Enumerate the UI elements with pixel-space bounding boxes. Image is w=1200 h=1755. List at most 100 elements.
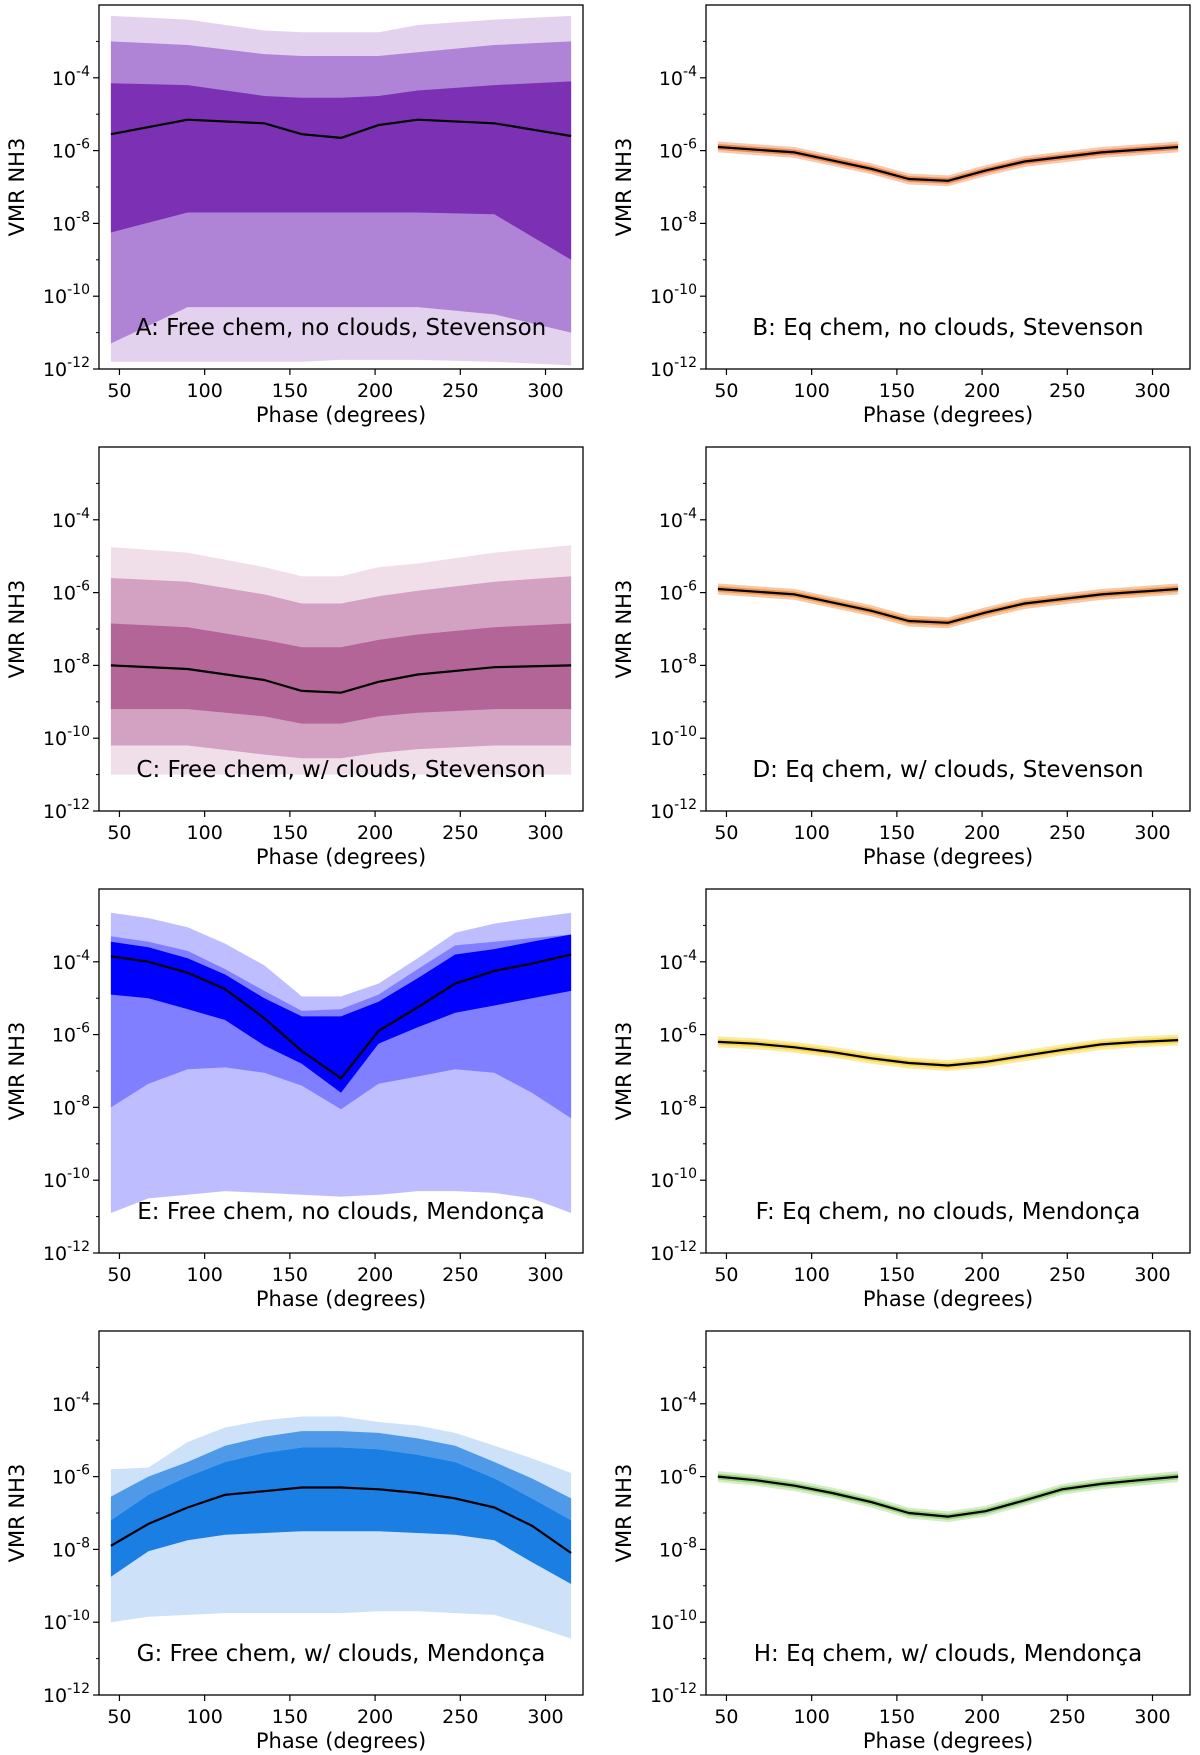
x-tick-label: 300	[1134, 822, 1170, 844]
y-axis-label: VMR NH3	[612, 1022, 636, 1121]
y-tick-label: 10-6	[52, 1463, 90, 1489]
panel-label: G: Free chem, w/ clouds, Mendonça	[137, 1641, 546, 1667]
y-tick-label: 10-6	[659, 1021, 697, 1047]
x-tick-label: 150	[879, 1264, 915, 1286]
y-tick-label: 10-12	[650, 1239, 697, 1265]
panel-d: 50 100 150 200 250 300 10-4 10-6 10-8 10-10 10-12 P…	[612, 446, 1191, 869]
y-tick-label: 10-10	[650, 282, 697, 308]
y-tick-label: 10-12	[43, 797, 90, 823]
y-tick-label: 10-6	[659, 137, 697, 163]
x-tick-label: 200	[357, 1706, 393, 1728]
panel-c: 50 100 150 200 250 300 10-4 10-6 10-8 10-10 10-12 P…	[5, 446, 584, 869]
x-axis-label: Phase (degrees)	[863, 1729, 1033, 1753]
y-axis-label: VMR NH3	[612, 138, 636, 237]
panel-label: A: Free chem, no clouds, Stevenson	[136, 315, 547, 341]
band-2	[717, 586, 1179, 626]
y-tick-label: 10-8	[659, 209, 697, 235]
y-tick-label: 10-10	[43, 1166, 90, 1192]
plot-area	[717, 141, 1179, 187]
median-line	[717, 587, 1179, 624]
y-tick-label: 10-8	[52, 1535, 90, 1561]
x-tick-label: 100	[794, 1706, 830, 1728]
band-2	[110, 1431, 572, 1521]
x-tick-label: 250	[442, 1264, 478, 1286]
y-tick-label: 10-10	[43, 724, 90, 750]
x-tick-label: 200	[357, 380, 393, 402]
x-tick-label: 100	[794, 1264, 830, 1286]
x-tick-label: 50	[107, 1264, 131, 1286]
y-tick-label: 10-8	[52, 209, 90, 235]
panel-a: 50 100 150 200 250 300 10-4 10-6 10-8 10-10 10-12 P…	[5, 4, 584, 427]
panel-label: E: Free chem, no clouds, Mendonça	[137, 1199, 545, 1225]
x-tick-label: 50	[107, 1706, 131, 1728]
y-axis-label: VMR NH3	[5, 1022, 29, 1121]
median-line	[110, 118, 572, 139]
y-tick-label: 10-4	[659, 64, 697, 90]
y-tick-label: 10-10	[650, 724, 697, 750]
x-tick-label: 50	[714, 822, 738, 844]
x-axis-label: Phase (degrees)	[256, 1287, 426, 1311]
y-tick-label: 10-4	[659, 506, 697, 532]
x-tick-label: 300	[1134, 380, 1170, 402]
x-axis-label: Phase (degrees)	[863, 1287, 1033, 1311]
x-tick-label: 300	[527, 822, 563, 844]
median-line	[110, 1486, 572, 1554]
y-tick-label: 10-10	[43, 1608, 90, 1634]
y-tick-label: 10-6	[52, 579, 90, 605]
y-tick-label: 10-12	[650, 1681, 697, 1707]
x-tick-label: 150	[272, 1264, 308, 1286]
x-tick-label: 50	[714, 1706, 738, 1728]
y-tick-label: 10-12	[43, 355, 90, 381]
x-tick-label: 250	[1049, 1264, 1085, 1286]
x-tick-label: 300	[527, 380, 563, 402]
x-axis-label: Phase (degrees)	[863, 845, 1033, 869]
y-tick-label: 10-12	[650, 797, 697, 823]
x-tick-label: 100	[794, 380, 830, 402]
y-tick-label: 10-4	[52, 506, 90, 532]
x-axis-label: Phase (degrees)	[256, 403, 426, 427]
x-tick-label: 300	[1134, 1264, 1170, 1286]
plot-area	[717, 1034, 1179, 1071]
x-tick-label: 50	[714, 380, 738, 402]
x-tick-label: 250	[442, 822, 478, 844]
x-tick-label: 100	[187, 822, 223, 844]
x-tick-label: 300	[1134, 1706, 1170, 1728]
band-1	[717, 141, 1179, 187]
band-3	[110, 1447, 572, 1584]
y-axis-label: VMR NH3	[612, 1464, 636, 1563]
panel-label: H: Eq chem, w/ clouds, Mendonça	[754, 1641, 1143, 1667]
x-tick-label: 150	[272, 380, 308, 402]
x-tick-label: 50	[714, 1264, 738, 1286]
y-tick-label: 10-12	[43, 1681, 90, 1707]
x-tick-label: 50	[107, 380, 131, 402]
x-tick-label: 200	[964, 380, 1000, 402]
x-tick-label: 250	[1049, 1706, 1085, 1728]
median-line	[717, 145, 1179, 182]
x-tick-label: 200	[357, 822, 393, 844]
band-2	[717, 1037, 1179, 1069]
y-tick-label: 10-12	[650, 355, 697, 381]
y-tick-label: 10-8	[659, 651, 697, 677]
x-tick-label: 150	[879, 380, 915, 402]
x-tick-label: 250	[442, 1706, 478, 1728]
y-tick-label: 10-4	[52, 948, 90, 974]
x-tick-label: 50	[107, 822, 131, 844]
plot-area	[110, 1416, 572, 1639]
x-tick-label: 250	[442, 380, 478, 402]
band-2	[717, 144, 1179, 184]
plot-area	[717, 583, 1179, 629]
y-axis-label: VMR NH3	[5, 580, 29, 679]
panel-label: D: Eq chem, w/ clouds, Stevenson	[752, 757, 1143, 783]
band-3	[110, 934, 572, 1093]
x-tick-label: 100	[187, 1706, 223, 1728]
plot-area	[110, 912, 572, 1213]
y-tick-label: 10-12	[43, 1239, 90, 1265]
y-tick-label: 10-10	[650, 1166, 697, 1192]
panel-label: C: Free chem, w/ clouds, Stevenson	[136, 757, 545, 783]
band-3	[110, 81, 572, 260]
panel-label: B: Eq chem, no clouds, Stevenson	[752, 315, 1143, 341]
band-3	[110, 623, 572, 724]
x-tick-label: 150	[272, 1706, 308, 1728]
band-1	[717, 1471, 1179, 1523]
panel-g: 50 100 150 200 250 300 10-4 10-6 10-8 10-10 10-12 P…	[5, 1330, 584, 1753]
